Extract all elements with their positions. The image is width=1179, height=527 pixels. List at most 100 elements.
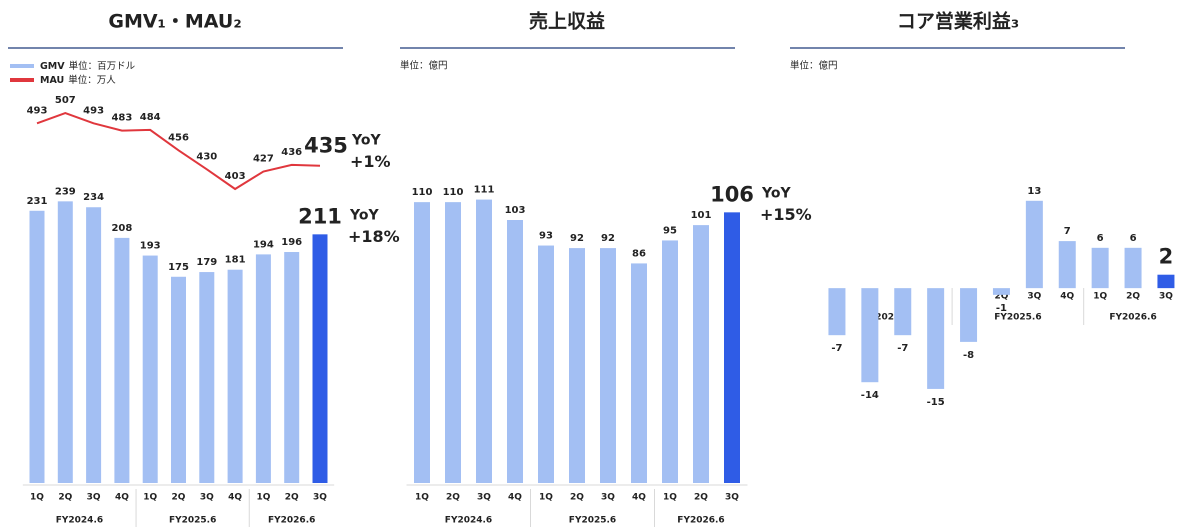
x-tick-label: 1Q	[143, 493, 157, 503]
bar	[114, 237, 130, 483]
value-label: 13	[1027, 186, 1041, 197]
value-label: 101	[691, 210, 712, 221]
x-tick-label: 3Q	[313, 493, 327, 503]
group-label: FY2024.6	[56, 516, 103, 526]
group-label: FY2025.6	[994, 313, 1041, 323]
group-label: FY2024.6	[445, 516, 492, 526]
value-label: 193	[140, 241, 161, 252]
value-label: 507	[55, 95, 76, 106]
bar	[538, 245, 554, 483]
value-label-highlight: 211	[298, 204, 342, 228]
value-label-highlight: 435	[304, 134, 348, 158]
x-tick-label: 2Q	[570, 493, 584, 503]
chart-title: 売上収益	[529, 10, 605, 33]
value-label: 179	[196, 257, 217, 268]
value-label: 6	[1130, 233, 1137, 244]
bar	[828, 288, 846, 336]
bar	[312, 234, 328, 483]
value-label: 86	[632, 248, 646, 259]
bar	[631, 263, 647, 483]
x-tick-label: 2Q	[1126, 292, 1140, 302]
x-tick-label: 2Q	[285, 493, 299, 503]
group-label: FY2026.6	[268, 516, 315, 526]
unit-label: 単位：億円	[400, 60, 448, 72]
value-label: 403	[225, 171, 246, 182]
x-tick-label: 1Q	[663, 493, 677, 503]
x-tick-label: 2Q	[694, 493, 708, 503]
group-label: FY2024.6	[863, 313, 910, 323]
bar	[476, 199, 492, 483]
value-label: 430	[196, 151, 217, 162]
bar	[693, 225, 709, 483]
value-label: 493	[83, 105, 104, 116]
value-label: 239	[55, 186, 76, 197]
bar	[1157, 274, 1175, 289]
bar	[600, 248, 616, 483]
x-tick-label: 4Q	[228, 493, 242, 503]
bar	[992, 288, 1010, 295]
value-label-highlight: 106	[710, 182, 754, 206]
bar	[569, 248, 585, 483]
x-tick-label: 3Q	[1027, 292, 1041, 302]
legend-name: MAU	[40, 75, 64, 86]
x-tick-label: 3Q	[200, 493, 214, 503]
x-tick-label: 3Q	[601, 493, 615, 503]
x-tick-label: 1Q	[1093, 292, 1107, 302]
x-tick-label: 2Q	[58, 493, 72, 503]
annotation: +1%	[350, 152, 391, 171]
bar	[284, 252, 300, 483]
value-label: 194	[253, 239, 274, 250]
bar	[29, 210, 45, 483]
value-label: 493	[27, 105, 48, 116]
bar	[894, 288, 912, 336]
value-label: 93	[539, 231, 553, 242]
group-label: FY2025.6	[169, 516, 216, 526]
legend-name: GMV	[40, 61, 65, 72]
legend-label: GMV 単位：百万ドル	[40, 60, 136, 72]
legend-unit: 単位：万人	[68, 74, 116, 86]
x-tick-label: 4Q	[508, 493, 522, 503]
value-label: 95	[663, 225, 677, 236]
x-tick-label: 1Q	[30, 493, 44, 503]
x-tick-label: 1Q	[256, 493, 270, 503]
line	[36, 112, 321, 191]
value-label: -7	[897, 343, 908, 354]
value-label: -7	[831, 343, 842, 354]
annotation: YoY	[349, 207, 379, 223]
x-tick-label: 2Q	[994, 292, 1008, 302]
x-tick-label: 2Q	[172, 493, 186, 503]
annotation: YoY	[351, 133, 381, 149]
x-tick-label: 3Q	[477, 493, 491, 503]
value-label: 196	[281, 237, 302, 248]
value-label: 231	[27, 196, 48, 207]
bar	[1025, 200, 1043, 289]
bar	[1058, 241, 1076, 289]
group-label: FY2026.6	[677, 516, 724, 526]
bar	[199, 272, 215, 483]
annotation: YoY	[761, 185, 791, 201]
bar	[86, 207, 102, 484]
x-tick-label: 4Q	[115, 493, 129, 503]
bar	[227, 269, 243, 483]
value-label: 92	[601, 233, 615, 244]
chart-title: GMV₁・MAU₂	[108, 11, 241, 33]
bar	[57, 201, 73, 483]
x-tick-label: 1Q	[539, 493, 553, 503]
x-tick-label: 2Q	[446, 493, 460, 503]
x-tick-label: 3Q	[725, 493, 739, 503]
bar	[142, 255, 158, 483]
bar	[1124, 247, 1142, 289]
value-label: 175	[168, 262, 189, 273]
value-label: -1	[996, 303, 1007, 314]
x-tick-label: 3Q	[87, 493, 101, 503]
x-tick-label: 3Q	[1159, 292, 1173, 302]
group-label: FY2025.6	[569, 516, 616, 526]
value-label: 234	[83, 192, 104, 203]
bar	[414, 202, 430, 483]
value-label: 456	[168, 132, 189, 143]
unit-label: 単位：億円	[790, 60, 838, 72]
annotation: +15%	[760, 205, 812, 224]
bar	[724, 212, 740, 483]
value-label: 103	[505, 205, 526, 216]
